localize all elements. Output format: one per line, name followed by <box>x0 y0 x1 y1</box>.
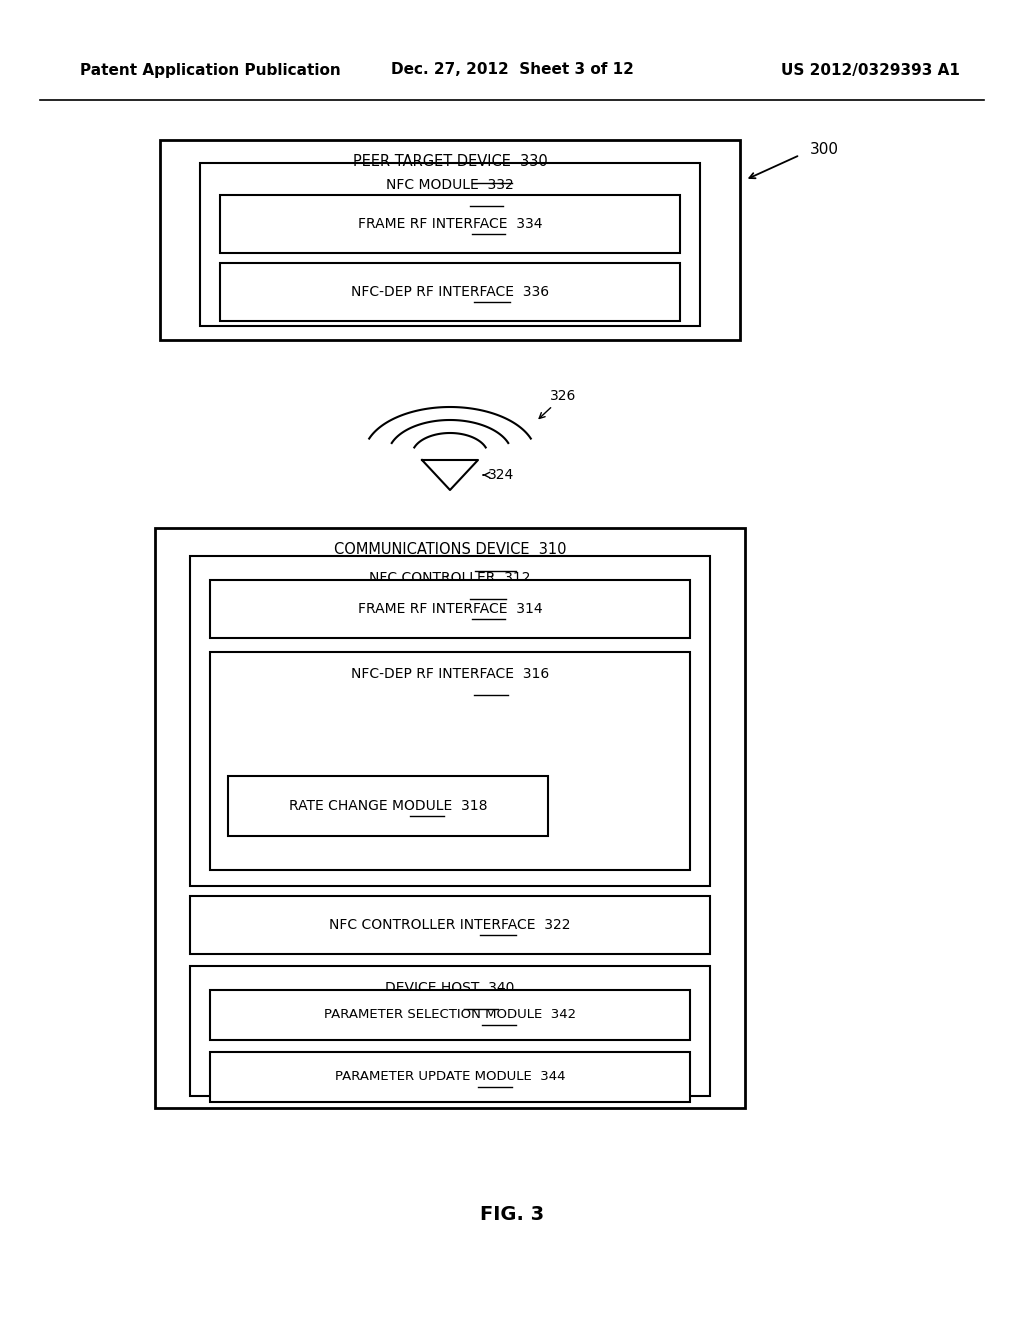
Bar <box>190 966 710 1096</box>
Text: DEVICE HOST  340: DEVICE HOST 340 <box>385 981 515 995</box>
Bar <box>155 528 745 1107</box>
Text: 326: 326 <box>540 389 577 418</box>
Text: PARAMETER UPDATE MODULE  344: PARAMETER UPDATE MODULE 344 <box>335 1071 565 1084</box>
Text: Patent Application Publication: Patent Application Publication <box>80 62 341 78</box>
Bar <box>210 1052 690 1102</box>
Bar <box>190 896 710 954</box>
Bar <box>160 140 740 341</box>
Bar <box>210 652 690 870</box>
Bar <box>220 263 680 321</box>
Text: COMMUNICATIONS DEVICE  310: COMMUNICATIONS DEVICE 310 <box>334 543 566 557</box>
Bar <box>228 776 548 836</box>
Text: FIG. 3: FIG. 3 <box>480 1205 544 1225</box>
Text: Dec. 27, 2012  Sheet 3 of 12: Dec. 27, 2012 Sheet 3 of 12 <box>390 62 634 78</box>
Bar <box>200 162 700 326</box>
Bar <box>210 579 690 638</box>
Text: 324: 324 <box>488 469 514 482</box>
Text: RATE CHANGE MODULE  318: RATE CHANGE MODULE 318 <box>289 799 487 813</box>
Text: NFC-DEP RF INTERFACE  336: NFC-DEP RF INTERFACE 336 <box>351 285 549 300</box>
Bar <box>220 195 680 253</box>
Text: PEER TARGET DEVICE  330: PEER TARGET DEVICE 330 <box>352 154 548 169</box>
Text: FRAME RF INTERFACE  314: FRAME RF INTERFACE 314 <box>357 602 543 616</box>
Text: PARAMETER SELECTION MODULE  342: PARAMETER SELECTION MODULE 342 <box>324 1008 577 1022</box>
Bar <box>210 990 690 1040</box>
Text: NFC MODULE  332: NFC MODULE 332 <box>386 178 514 191</box>
Text: NFC CONTROLLER INTERFACE  322: NFC CONTROLLER INTERFACE 322 <box>330 917 570 932</box>
Text: 300: 300 <box>810 143 839 157</box>
Text: FRAME RF INTERFACE  334: FRAME RF INTERFACE 334 <box>357 216 543 231</box>
Bar <box>190 556 710 886</box>
Text: US 2012/0329393 A1: US 2012/0329393 A1 <box>781 62 961 78</box>
Text: NFC CONTROLLER  312: NFC CONTROLLER 312 <box>370 572 530 585</box>
Text: NFC-DEP RF INTERFACE  316: NFC-DEP RF INTERFACE 316 <box>351 667 549 681</box>
